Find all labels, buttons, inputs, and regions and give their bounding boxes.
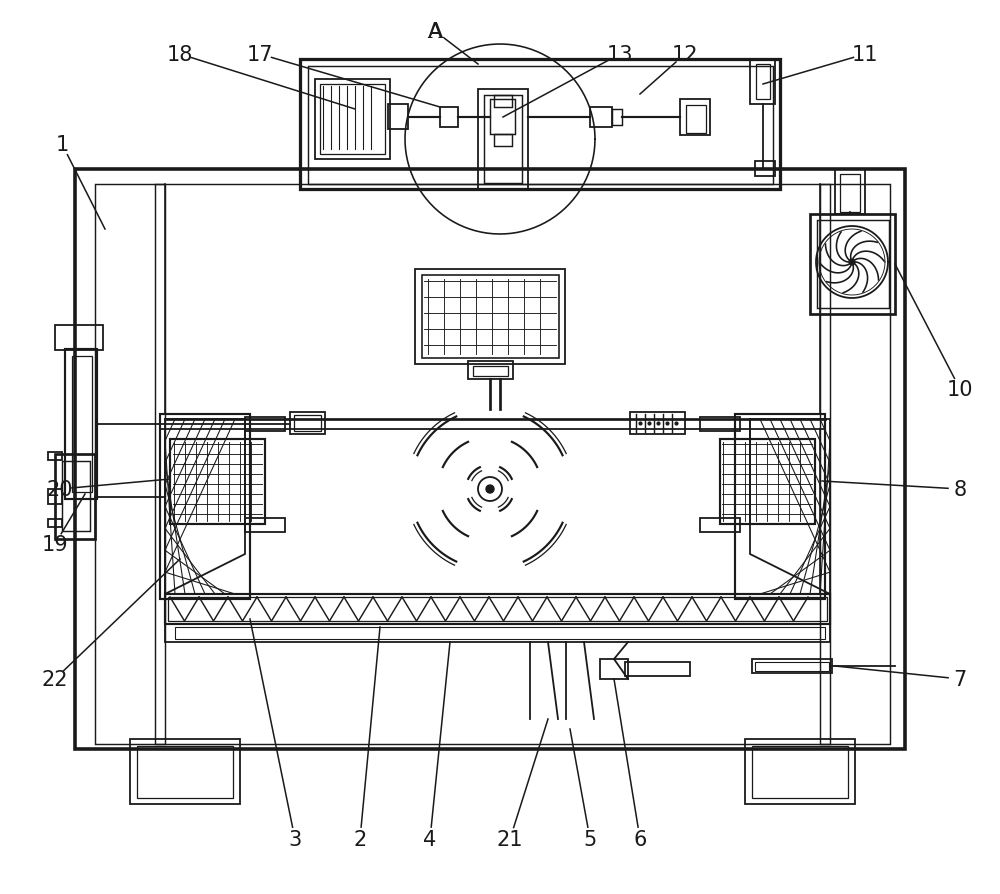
Text: 22: 22 <box>42 670 68 689</box>
Bar <box>840 175 860 213</box>
Circle shape <box>486 485 494 493</box>
Text: 3: 3 <box>288 829 302 849</box>
Bar <box>686 105 706 134</box>
Bar <box>48 519 62 527</box>
Bar <box>755 162 775 177</box>
Bar <box>290 412 325 434</box>
Text: 7: 7 <box>953 670 967 689</box>
Bar <box>755 662 829 671</box>
Bar <box>62 461 90 531</box>
Bar <box>820 185 830 744</box>
Bar <box>48 489 62 504</box>
Text: 2: 2 <box>353 829 367 849</box>
Bar <box>745 739 855 804</box>
Text: 21: 21 <box>497 829 523 849</box>
Text: 12: 12 <box>672 45 698 65</box>
Bar <box>835 170 865 215</box>
Text: 4: 4 <box>423 829 437 849</box>
Bar <box>130 739 240 804</box>
Bar <box>752 746 848 798</box>
Bar <box>155 185 165 744</box>
Text: 11: 11 <box>852 45 878 65</box>
Bar <box>440 108 458 128</box>
Bar <box>756 65 770 100</box>
Bar <box>600 659 628 679</box>
Bar <box>735 415 825 599</box>
Bar <box>300 60 780 190</box>
Bar <box>55 454 95 539</box>
Text: 19: 19 <box>42 535 68 554</box>
Bar <box>95 185 890 744</box>
Bar <box>700 519 740 533</box>
Bar <box>415 270 565 365</box>
Bar <box>137 746 233 798</box>
Bar <box>422 275 559 358</box>
Bar <box>165 624 830 642</box>
Bar <box>75 170 905 749</box>
Bar <box>72 357 92 493</box>
Bar <box>625 662 690 676</box>
Bar <box>168 597 827 621</box>
Text: 18: 18 <box>167 45 193 65</box>
Text: 6: 6 <box>633 829 647 849</box>
Bar <box>165 595 830 624</box>
Bar <box>494 135 512 147</box>
Bar <box>612 110 622 126</box>
Bar <box>308 67 773 185</box>
Bar <box>490 100 515 135</box>
Bar <box>245 519 285 533</box>
Bar <box>320 85 385 155</box>
Text: 17: 17 <box>247 45 273 65</box>
Text: 1: 1 <box>55 135 69 155</box>
Bar <box>468 361 513 380</box>
Bar <box>48 452 62 460</box>
Bar <box>810 215 895 315</box>
Text: A: A <box>427 21 443 43</box>
Text: 10: 10 <box>947 380 973 400</box>
Bar <box>817 221 889 308</box>
Bar <box>484 96 522 184</box>
Bar <box>478 90 528 190</box>
Bar <box>680 100 710 136</box>
Bar <box>55 325 103 350</box>
Text: A: A <box>428 22 442 42</box>
Bar <box>315 80 390 160</box>
Bar <box>245 417 285 432</box>
Circle shape <box>849 260 855 266</box>
Bar <box>700 417 740 432</box>
Bar <box>750 60 775 105</box>
Bar <box>473 367 508 376</box>
Text: 5: 5 <box>583 829 597 849</box>
Bar <box>630 412 685 434</box>
Text: 20: 20 <box>47 479 73 500</box>
Text: 8: 8 <box>953 479 967 500</box>
Bar <box>590 108 612 128</box>
Bar <box>494 96 512 108</box>
Bar <box>175 628 825 639</box>
Text: 13: 13 <box>607 45 633 65</box>
Bar <box>720 440 815 525</box>
Bar <box>294 416 321 432</box>
Bar <box>160 415 250 599</box>
Bar <box>170 440 265 525</box>
Bar <box>65 350 97 500</box>
Bar <box>752 659 832 673</box>
Bar <box>388 105 408 130</box>
